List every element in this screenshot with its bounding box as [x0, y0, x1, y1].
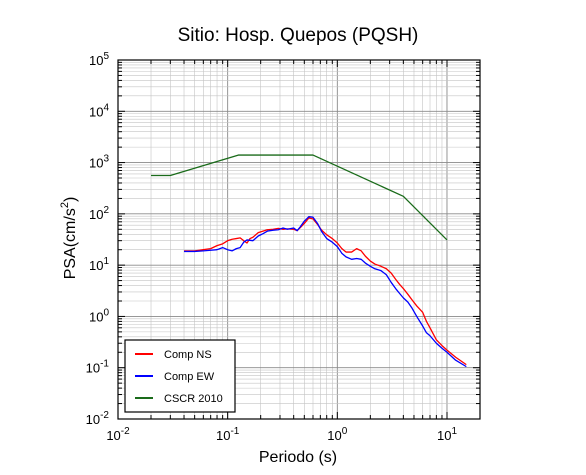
- legend-label-3: CSCR 2010: [164, 393, 223, 405]
- series-line-3: [151, 154, 448, 241]
- y-tick-label: 10-1: [86, 359, 110, 376]
- series-lines: [151, 154, 467, 368]
- y-tick-label: 103: [89, 154, 109, 171]
- y-tick-label-exp: -2: [100, 410, 109, 421]
- x-tick-label: 101: [437, 426, 457, 443]
- x-tick-label: 10-1: [216, 426, 240, 443]
- series-line-2: [184, 216, 467, 368]
- y-tick-label-base: 10: [86, 412, 100, 427]
- y-axis-label-main: PSA(cm/s: [62, 208, 79, 279]
- y-tick-label-base: 10: [89, 53, 103, 68]
- y-tick-label-base: 10: [89, 104, 103, 119]
- y-tick-label-base: 10: [89, 207, 103, 222]
- y-tick-label: 101: [89, 256, 109, 273]
- y-tick-label-exp: 3: [103, 154, 109, 165]
- x-tick-label: 100: [327, 426, 347, 443]
- x-tick-label: 10-2: [106, 426, 130, 443]
- y-tick-label-exp: 5: [103, 51, 109, 62]
- y-tick-label: 102: [89, 205, 109, 222]
- legend-label-2: Comp EW: [164, 371, 215, 383]
- y-tick-label-exp: 0: [103, 307, 109, 318]
- y-tick-label-exp: 4: [103, 102, 109, 113]
- y-tick-label: 100: [89, 307, 109, 324]
- y-axis-label: PSA(cm/s2): [59, 197, 79, 280]
- legend: Comp NS Comp EW CSCR 2010: [124, 339, 236, 413]
- x-tick-label-exp: -2: [121, 426, 130, 437]
- y-tick-label-exp: 1: [103, 256, 109, 267]
- y-tick-label-base: 10: [89, 309, 103, 324]
- x-tick-label-base: 10: [437, 428, 451, 443]
- legend-label-1: Comp NS: [164, 349, 212, 361]
- y-tick-label: 105: [89, 51, 109, 68]
- grid: [117, 59, 481, 420]
- x-tick-label-base: 10: [106, 428, 120, 443]
- axis-ticks: [117, 59, 481, 420]
- x-tick-label-exp: -1: [230, 426, 239, 437]
- x-tick-label-exp: 0: [342, 426, 348, 437]
- y-tick-label-base: 10: [89, 258, 103, 273]
- x-tick-label-base: 10: [216, 428, 230, 443]
- y-tick-label-exp: 2: [103, 205, 109, 216]
- y-tick-label-base: 10: [89, 156, 103, 171]
- y-tick-label: 104: [89, 102, 109, 119]
- x-tick-label-exp: 1: [451, 426, 457, 437]
- y-axis-label-close: ): [62, 197, 79, 202]
- y-tick-label-exp: -1: [100, 359, 109, 370]
- y-axis-label-sup: 2: [59, 202, 71, 208]
- chart-title: Sitio: Hosp. Quepos (PQSH): [178, 25, 419, 46]
- plot-frame: [117, 59, 481, 420]
- x-tick-label-base: 10: [327, 428, 341, 443]
- y-tick-label: 10-2: [86, 410, 110, 427]
- y-tick-label-base: 10: [86, 361, 100, 376]
- x-axis-label: Periodo (s): [259, 449, 337, 466]
